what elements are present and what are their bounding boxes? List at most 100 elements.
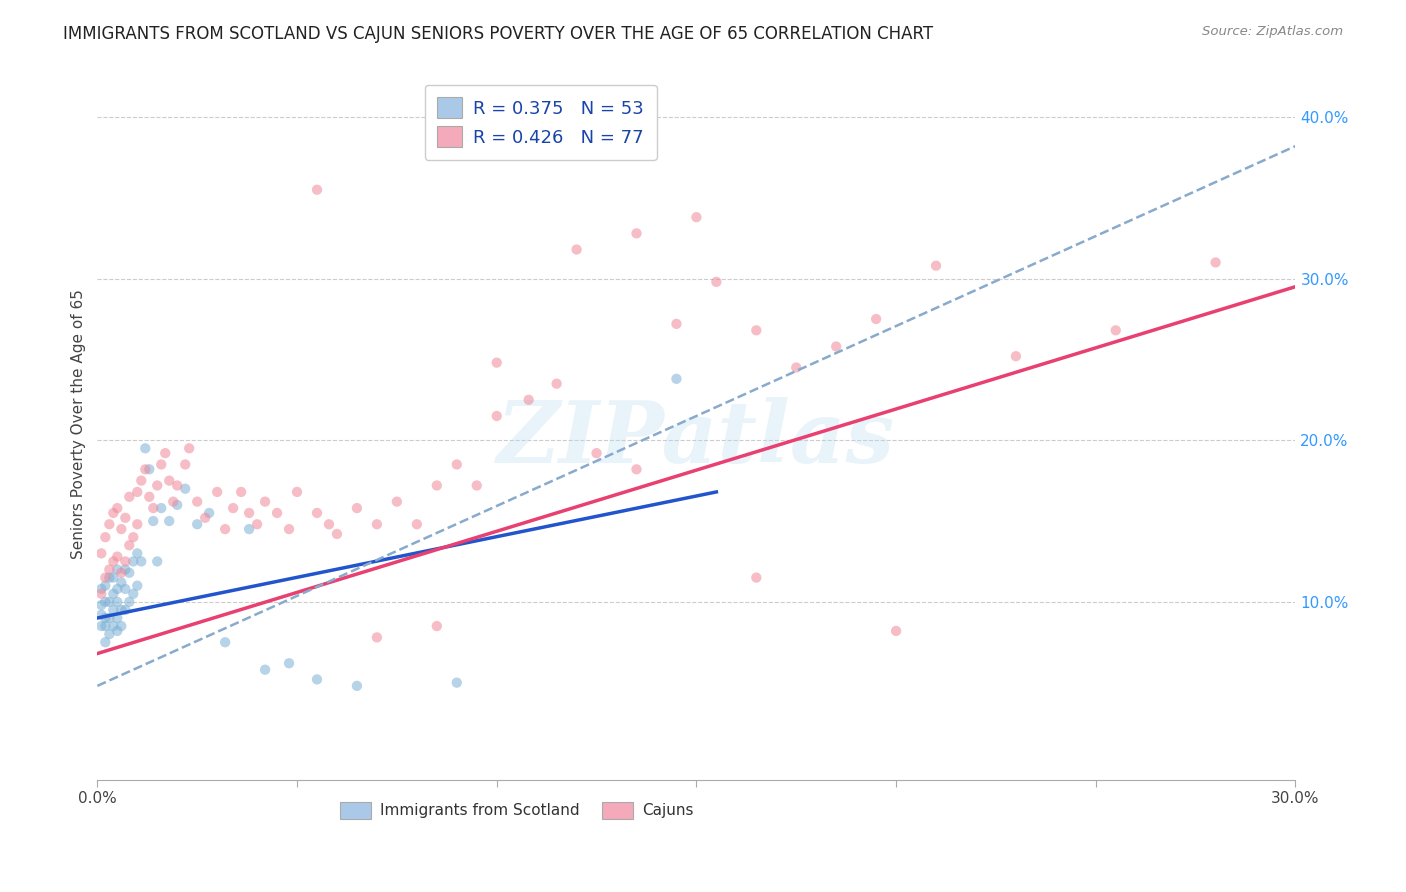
Point [745,323,768,337]
Point [105,549,128,564]
Point [146,554,169,568]
Point [94,619,117,633]
Point [98,562,121,576]
Point [138,462,160,476]
Point [166,498,188,512]
Point [114,603,136,617]
Point [118,490,141,504]
Point [166,478,188,492]
Point [94,579,117,593]
Point [305,183,328,197]
Point [565,243,588,257]
Point [146,478,169,492]
Point [1105,323,1128,337]
Point [585,446,607,460]
Point [517,392,540,407]
Point [118,595,141,609]
Point [318,517,340,532]
Point [94,571,117,585]
Point [446,675,468,690]
Point [162,494,184,508]
Point [90,598,112,612]
Point [127,579,149,593]
Point [706,275,728,289]
Point [214,522,236,536]
Point [205,485,228,500]
Point [90,587,112,601]
Point [305,673,328,687]
Point [105,611,128,625]
Point [366,517,388,532]
Point [685,210,707,224]
Point [278,522,301,536]
Point [238,506,260,520]
Point [485,356,508,370]
Point [90,619,112,633]
Point [103,554,125,568]
Point [129,554,152,568]
Point [134,442,156,456]
Point [174,482,197,496]
Point [105,624,128,638]
Point [127,546,149,560]
Point [114,582,136,596]
Point [110,603,132,617]
Point [266,506,288,520]
Point [103,587,125,601]
Point [186,517,208,532]
Point [446,458,468,472]
Point [785,360,807,375]
Point [122,587,145,601]
Point [405,517,427,532]
Point [305,506,328,520]
Point [366,631,388,645]
Point [110,566,132,580]
Point [626,227,648,241]
Point [105,501,128,516]
Point [254,494,277,508]
Point [122,530,145,544]
Point [198,506,221,520]
Legend: Immigrants from Scotland, Cajuns: Immigrants from Scotland, Cajuns [333,796,700,825]
Point [114,554,136,568]
Point [94,611,117,625]
Y-axis label: Seniors Poverty Over the Age of 65: Seniors Poverty Over the Age of 65 [72,289,86,559]
Point [254,663,277,677]
Point [94,635,117,649]
Text: ZIPatlas: ZIPatlas [498,397,896,480]
Point [94,595,117,609]
Point [103,571,125,585]
Point [346,679,368,693]
Point [186,494,208,508]
Point [179,442,201,456]
Point [865,312,887,326]
Point [278,657,301,671]
Point [90,582,112,596]
Point [103,506,125,520]
Point [150,501,173,516]
Point [118,566,141,580]
Point [105,582,128,596]
Point [326,527,349,541]
Point [385,494,408,508]
Point [134,462,156,476]
Point [127,485,149,500]
Point [114,562,136,576]
Point [129,474,152,488]
Point [138,490,160,504]
Point [98,595,121,609]
Point [103,619,125,633]
Point [246,517,269,532]
Point [110,522,132,536]
Point [1005,349,1028,363]
Point [346,501,368,516]
Point [546,376,568,391]
Point [94,530,117,544]
Point [426,478,449,492]
Point [157,474,180,488]
Point [925,259,948,273]
Point [426,619,449,633]
Point [485,409,508,423]
Point [110,575,132,590]
Point [222,501,245,516]
